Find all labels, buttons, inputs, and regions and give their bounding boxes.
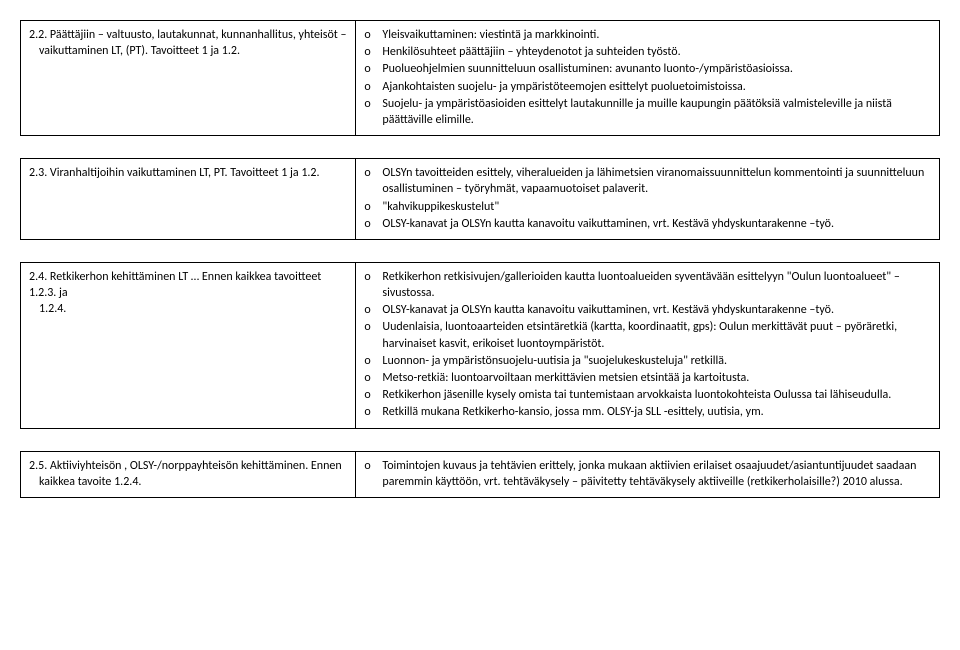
- table-row: 2.2. Päättäjiin – valtuusto, lautakunnat…: [21, 21, 940, 136]
- bullet-marker: o: [364, 96, 382, 112]
- bullet-item: oLuonnon- ja ympäristönsuojelu-uutisia j…: [364, 353, 931, 369]
- bullet-item: oPuolueohjelmien suunnitteluun osallistu…: [364, 61, 931, 77]
- bullet-marker: o: [364, 370, 382, 386]
- bullet-text: Ajankohtaisten suojelu- ja ympäristöteem…: [382, 79, 931, 95]
- left-title: 2.2. Päättäjiin – valtuusto, lautakunnat…: [29, 27, 347, 43]
- bullet-item: oOLSYn tavoitteiden esittely, viheraluei…: [364, 165, 931, 197]
- left-cell: 2.3. Viranhaltijoihin vaikuttaminen LT, …: [21, 159, 356, 240]
- left-cell: 2.5. Aktiiviyhteisön , OLSY-/norppayhtei…: [21, 451, 356, 497]
- table-row: 2.4. Retkikerhon kehittäminen LT … Ennen…: [21, 262, 940, 428]
- bullet-marker: o: [364, 269, 382, 285]
- bullet-text: Uudenlaisia, luontoaarteiden etsintäretk…: [382, 319, 931, 351]
- bullet-item: oRetkillä mukana Retkikerho-kansio, joss…: [364, 404, 931, 420]
- spacer-row: [21, 136, 940, 159]
- table-row: 2.3. Viranhaltijoihin vaikuttaminen LT, …: [21, 159, 940, 240]
- bullet-text: Retkikerhon jäsenille kysely omista tai …: [382, 387, 931, 403]
- bullet-marker: o: [364, 216, 382, 232]
- right-cell: oOLSYn tavoitteiden esittely, viheraluei…: [356, 159, 940, 240]
- left-title: 2.5. Aktiiviyhteisön , OLSY-/norppayhtei…: [29, 458, 347, 474]
- bullet-text: Retkikerhon retkisivujen/gallerioiden ka…: [382, 269, 931, 301]
- spacer-cell: [21, 239, 940, 262]
- bullet-marker: o: [364, 27, 382, 43]
- left-sub: vaikuttaminen LT, (PT). Tavoitteet 1 ja …: [29, 43, 347, 59]
- right-cell: oToimintojen kuvaus ja tehtävien erittel…: [356, 451, 940, 497]
- left-cell: 2.2. Päättäjiin – valtuusto, lautakunnat…: [21, 21, 356, 136]
- bullet-text: OLSY-kanavat ja OLSYn kautta kanavoitu v…: [382, 216, 931, 232]
- bullet-text: Luonnon- ja ympäristönsuojelu-uutisia ja…: [382, 353, 931, 369]
- bullet-marker: o: [364, 44, 382, 60]
- bullet-marker: o: [364, 319, 382, 335]
- bullet-text: Puolueohjelmien suunnitteluun osallistum…: [382, 61, 931, 77]
- bullet-item: oRetkikerhon retkisivujen/gallerioiden k…: [364, 269, 931, 301]
- bullet-item: o OLSY-kanavat ja OLSYn kautta kanavoitu…: [364, 216, 931, 232]
- bullet-marker: o: [364, 61, 382, 77]
- bullet-marker: o: [364, 387, 382, 403]
- bullet-marker: o: [364, 404, 382, 420]
- bullet-marker: o: [364, 353, 382, 369]
- bullet-item: o OLSY-kanavat ja OLSYn kautta kanavoitu…: [364, 302, 931, 318]
- right-cell: oYleisvaikuttaminen: viestintä ja markki…: [356, 21, 940, 136]
- bullet-item: oAjankohtaisten suojelu- ja ympäristötee…: [364, 79, 931, 95]
- bullet-item: oRetkikerhon jäsenille kysely omista tai…: [364, 387, 931, 403]
- bullet-item: oSuojelu- ja ympäristöasioiden esittelyt…: [364, 96, 931, 128]
- bullet-item: oHenkilösuhteet päättäjiin – yhteydenoto…: [364, 44, 931, 60]
- document-table: 2.2. Päättäjiin – valtuusto, lautakunnat…: [20, 20, 940, 498]
- bullet-item: oToimintojen kuvaus ja tehtävien erittel…: [364, 458, 931, 490]
- bullet-text: Metso-retkiä: luontoarvoiltaan merkittäv…: [382, 370, 931, 386]
- bullet-item: oMetso-retkiä: luontoarvoiltaan merkittä…: [364, 370, 931, 386]
- bullet-text: OLSY-kanavat ja OLSYn kautta kanavoitu v…: [382, 302, 931, 318]
- left-title: 2.4. Retkikerhon kehittäminen LT … Ennen…: [29, 269, 347, 301]
- right-cell: oRetkikerhon retkisivujen/gallerioiden k…: [356, 262, 940, 428]
- bullet-text: Henkilösuhteet päättäjiin – yhteydenotot…: [382, 44, 931, 60]
- left-cell: 2.4. Retkikerhon kehittäminen LT … Ennen…: [21, 262, 356, 428]
- bullet-item: oUudenlaisia, luontoaarteiden etsintäret…: [364, 319, 931, 351]
- bullet-text: Retkillä mukana Retkikerho-kansio, jossa…: [382, 404, 931, 420]
- table-row: 2.5. Aktiiviyhteisön , OLSY-/norppayhtei…: [21, 451, 940, 497]
- bullet-text: OLSYn tavoitteiden esittely, viheralueid…: [382, 165, 931, 197]
- bullet-marker: o: [364, 458, 382, 474]
- bullet-marker: o: [364, 199, 382, 215]
- spacer-cell: [21, 136, 940, 159]
- bullet-text: Toimintojen kuvaus ja tehtävien erittely…: [382, 458, 931, 490]
- bullet-text: Yleisvaikuttaminen: viestintä ja markkin…: [382, 27, 931, 43]
- bullet-item: oYleisvaikuttaminen: viestintä ja markki…: [364, 27, 931, 43]
- bullet-text: "kahvikuppikeskustelut": [382, 199, 931, 215]
- bullet-text: Suojelu- ja ympäristöasioiden esittelyt …: [382, 96, 931, 128]
- left-sub: kaikkea tavoite 1.2.4.: [29, 474, 347, 490]
- bullet-marker: o: [364, 165, 382, 181]
- left-title: 2.3. Viranhaltijoihin vaikuttaminen LT, …: [29, 165, 347, 181]
- spacer-cell: [21, 428, 940, 451]
- bullet-marker: o: [364, 79, 382, 95]
- spacer-row: [21, 428, 940, 451]
- bullet-marker: o: [364, 302, 382, 318]
- spacer-row: [21, 239, 940, 262]
- left-sub: 1.2.4.: [29, 301, 347, 317]
- bullet-item: o "kahvikuppikeskustelut": [364, 199, 931, 215]
